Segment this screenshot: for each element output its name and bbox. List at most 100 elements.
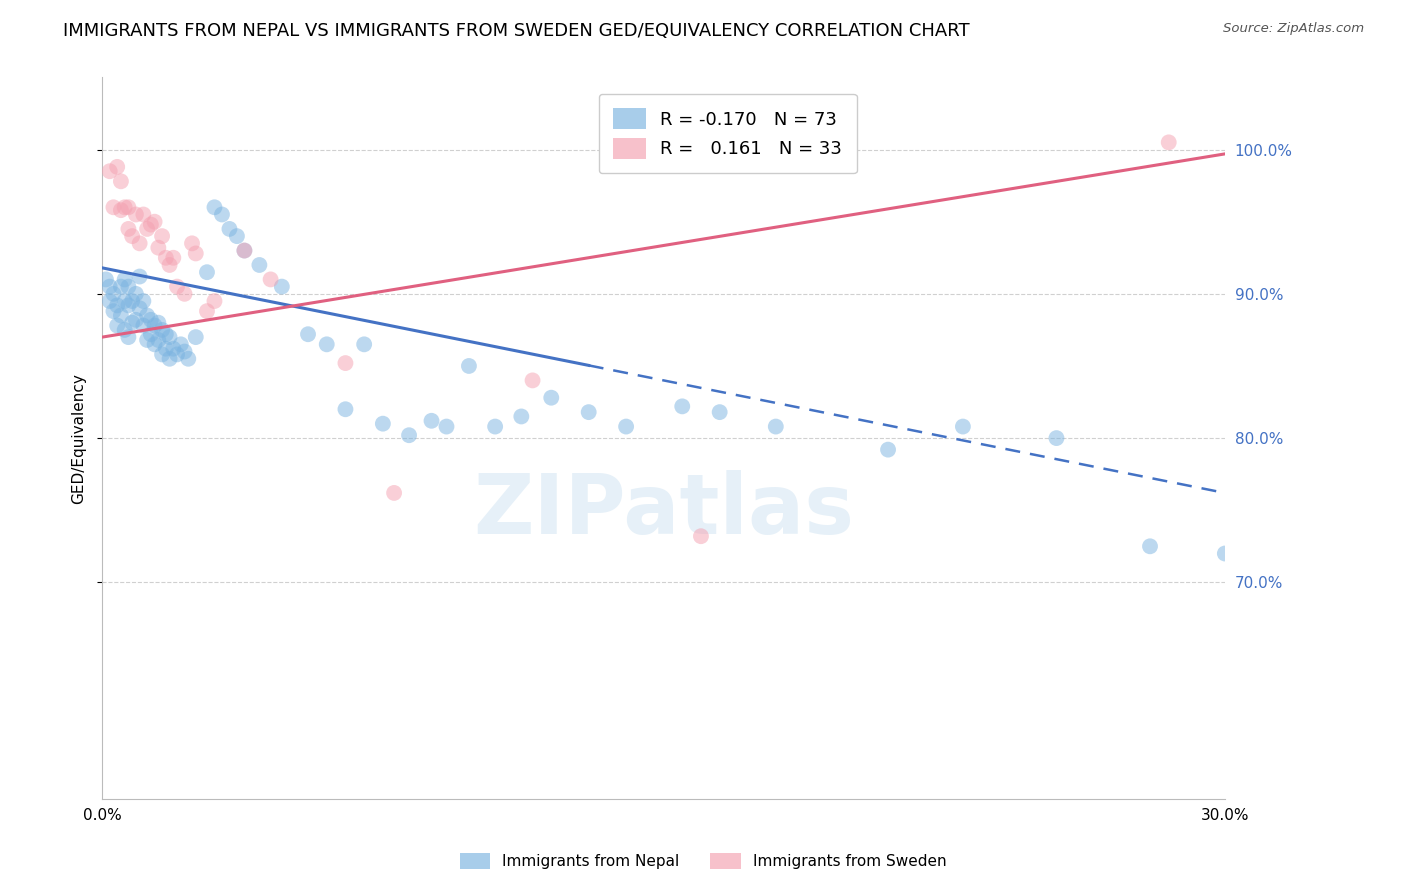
- Point: [166, 279, 188, 293]
- Point: [162, 342, 184, 356]
- Point: [103, 200, 125, 214]
- Point: [159, 258, 181, 272]
- Text: Source: ZipAtlas.com: Source: ZipAtlas.com: [1223, 22, 1364, 36]
- Point: [436, 419, 458, 434]
- Point: [270, 279, 292, 293]
- Point: [103, 304, 125, 318]
- Point: [159, 351, 181, 366]
- Point: [148, 333, 170, 347]
- Point: [148, 316, 170, 330]
- Legend: R = -0.170   N = 73, R =   0.161   N = 33: R = -0.170 N = 73, R = 0.161 N = 33: [599, 94, 856, 173]
- Point: [690, 529, 713, 543]
- Point: [226, 229, 249, 244]
- Point: [204, 200, 226, 214]
- Point: [128, 269, 150, 284]
- Point: [139, 327, 162, 342]
- Point: [195, 304, 218, 318]
- Point: [155, 327, 177, 342]
- Point: [117, 222, 139, 236]
- Text: IMMIGRANTS FROM NEPAL VS IMMIGRANTS FROM SWEDEN GED/EQUIVALENCY CORRELATION CHAR: IMMIGRANTS FROM NEPAL VS IMMIGRANTS FROM…: [63, 22, 970, 40]
- Point: [1213, 547, 1236, 561]
- Point: [247, 258, 270, 272]
- Point: [117, 298, 139, 312]
- Point: [132, 293, 155, 308]
- Point: [110, 174, 132, 188]
- Point: [155, 251, 177, 265]
- Point: [1157, 136, 1180, 150]
- Point: [540, 391, 562, 405]
- Point: [162, 251, 184, 265]
- Point: [218, 222, 240, 236]
- Point: [671, 400, 693, 414]
- Text: ZIPatlas: ZIPatlas: [472, 470, 853, 550]
- Point: [110, 309, 132, 323]
- Point: [1139, 539, 1161, 553]
- Point: [117, 330, 139, 344]
- Point: [150, 229, 173, 244]
- Point: [177, 351, 200, 366]
- Point: [195, 265, 218, 279]
- Point: [94, 272, 117, 286]
- Point: [510, 409, 533, 424]
- Point: [259, 272, 281, 286]
- Point: [173, 286, 195, 301]
- Point: [233, 244, 256, 258]
- Point: [139, 218, 162, 232]
- Legend: Immigrants from Nepal, Immigrants from Sweden: Immigrants from Nepal, Immigrants from S…: [453, 847, 953, 875]
- Point: [155, 342, 177, 356]
- Point: [143, 318, 166, 333]
- Point: [121, 316, 143, 330]
- Point: [132, 207, 155, 221]
- Point: [136, 309, 159, 323]
- Point: [103, 286, 125, 301]
- Point: [335, 402, 357, 417]
- Point: [114, 200, 136, 214]
- Point: [143, 337, 166, 351]
- Point: [121, 293, 143, 308]
- Point: [159, 330, 181, 344]
- Point: [136, 222, 159, 236]
- Point: [110, 279, 132, 293]
- Point: [522, 373, 544, 387]
- Point: [371, 417, 394, 431]
- Point: [315, 337, 337, 351]
- Point: [335, 356, 357, 370]
- Point: [125, 313, 148, 327]
- Point: [105, 318, 128, 333]
- Point: [211, 207, 233, 221]
- Point: [117, 200, 139, 214]
- Point: [121, 229, 143, 244]
- Point: [117, 279, 139, 293]
- Point: [297, 327, 319, 342]
- Point: [184, 246, 207, 260]
- Point: [105, 298, 128, 312]
- Point: [114, 323, 136, 337]
- Point: [181, 236, 204, 251]
- Point: [125, 286, 148, 301]
- Point: [166, 347, 188, 361]
- Point: [139, 313, 162, 327]
- Point: [709, 405, 731, 419]
- Point: [233, 244, 256, 258]
- Point: [420, 414, 443, 428]
- Point: [578, 405, 600, 419]
- Point: [98, 279, 121, 293]
- Point: [128, 301, 150, 316]
- Point: [173, 344, 195, 359]
- Y-axis label: GED/Equivalency: GED/Equivalency: [72, 373, 86, 504]
- Point: [170, 337, 193, 351]
- Point: [382, 486, 405, 500]
- Point: [125, 207, 148, 221]
- Point: [184, 330, 207, 344]
- Point: [1045, 431, 1067, 445]
- Point: [136, 333, 159, 347]
- Point: [98, 164, 121, 178]
- Point: [150, 323, 173, 337]
- Point: [114, 293, 136, 308]
- Point: [143, 215, 166, 229]
- Point: [484, 419, 506, 434]
- Point: [105, 160, 128, 174]
- Point: [110, 203, 132, 218]
- Point: [614, 419, 637, 434]
- Point: [204, 293, 226, 308]
